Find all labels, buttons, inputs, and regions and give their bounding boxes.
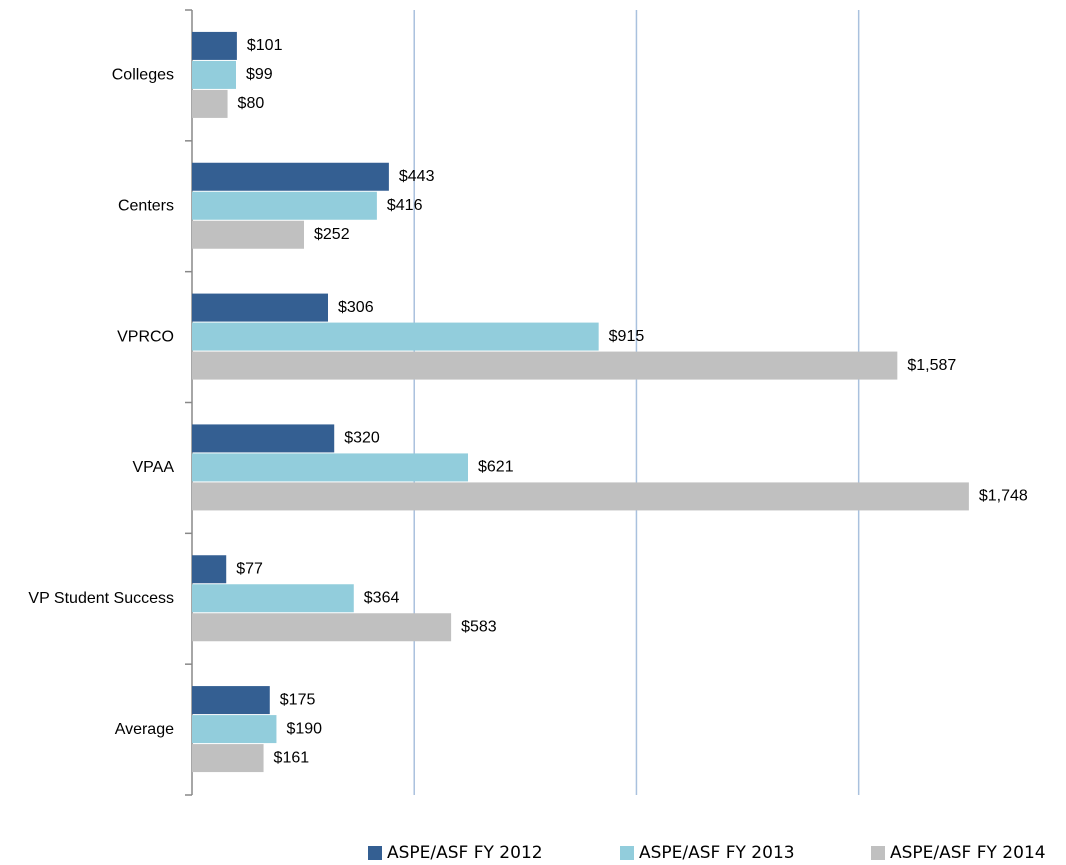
value-label: $364 bbox=[364, 589, 400, 606]
legend-swatch bbox=[871, 846, 885, 860]
y-tick-label: Colleges bbox=[112, 67, 174, 84]
value-label: $252 bbox=[314, 226, 350, 243]
bar bbox=[192, 584, 354, 613]
legend-label: ASPE/ASF FY 2012 bbox=[387, 843, 543, 863]
bar bbox=[192, 424, 335, 453]
y-tick-label: VPAA bbox=[133, 459, 175, 476]
value-label: $99 bbox=[246, 66, 273, 83]
value-label: $175 bbox=[280, 691, 316, 708]
value-label: $80 bbox=[238, 95, 265, 112]
bar bbox=[192, 351, 898, 380]
value-label: $190 bbox=[286, 720, 322, 737]
bar bbox=[192, 191, 377, 220]
legend-swatch bbox=[620, 846, 634, 860]
value-label: $416 bbox=[387, 197, 423, 214]
bar bbox=[192, 293, 328, 322]
bar bbox=[192, 89, 228, 118]
value-label: $306 bbox=[338, 299, 374, 316]
value-label: $915 bbox=[609, 328, 645, 345]
value-label: $161 bbox=[274, 749, 310, 766]
bar bbox=[192, 715, 277, 744]
bar bbox=[192, 60, 236, 89]
value-label: $77 bbox=[236, 560, 263, 577]
y-tick-label: Average bbox=[115, 721, 174, 738]
legend-label: ASPE/ASF FY 2014 bbox=[890, 843, 1046, 863]
bar bbox=[192, 31, 237, 60]
legend-label: ASPE/ASF FY 2013 bbox=[639, 843, 795, 863]
value-label: $1,587 bbox=[907, 357, 956, 374]
y-tick-label: VP Student Success bbox=[28, 590, 174, 607]
legend-swatch bbox=[368, 846, 382, 860]
value-label: $443 bbox=[399, 168, 435, 185]
bar bbox=[192, 744, 264, 773]
bar bbox=[192, 162, 389, 191]
value-label: $621 bbox=[478, 459, 514, 476]
bar bbox=[192, 555, 227, 584]
bar bbox=[192, 220, 304, 249]
bar bbox=[192, 613, 452, 642]
bar bbox=[192, 322, 599, 351]
bar bbox=[192, 453, 468, 482]
y-tick-label: Centers bbox=[118, 197, 174, 214]
value-label: $320 bbox=[344, 430, 380, 447]
value-label: $101 bbox=[247, 37, 283, 54]
value-label: $1,748 bbox=[979, 488, 1028, 505]
value-label: $583 bbox=[461, 618, 497, 635]
bar bbox=[192, 686, 270, 715]
bar bbox=[192, 482, 969, 511]
y-tick-label: VPRCO bbox=[117, 328, 174, 345]
